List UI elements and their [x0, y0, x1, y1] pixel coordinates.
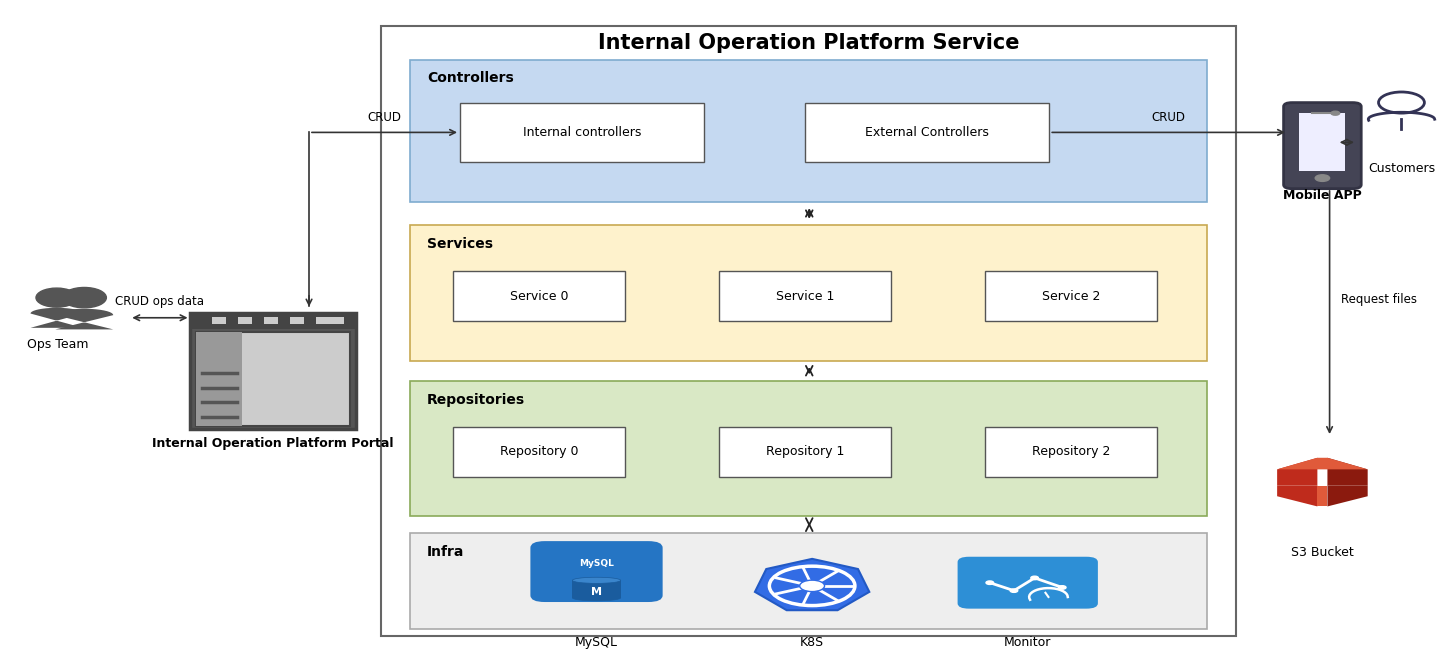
Text: M: M	[592, 587, 602, 597]
FancyBboxPatch shape	[330, 317, 345, 324]
Circle shape	[62, 287, 107, 308]
Text: MySQL: MySQL	[574, 636, 618, 649]
FancyBboxPatch shape	[264, 317, 278, 324]
Text: CRUD ops data: CRUD ops data	[115, 295, 205, 308]
Text: CRUD: CRUD	[368, 111, 401, 124]
Text: Service 2: Service 2	[1042, 290, 1100, 303]
Text: K8S: K8S	[799, 636, 824, 649]
Text: Internal controllers: Internal controllers	[522, 126, 641, 139]
Text: Service 1: Service 1	[776, 290, 834, 303]
Text: Services: Services	[427, 237, 494, 251]
FancyBboxPatch shape	[984, 427, 1157, 477]
Polygon shape	[1328, 458, 1368, 486]
Text: Request files: Request files	[1341, 293, 1417, 306]
FancyBboxPatch shape	[410, 533, 1208, 629]
Text: Ops Team: Ops Team	[27, 338, 88, 351]
Circle shape	[1315, 175, 1329, 181]
Text: Repository 1: Repository 1	[766, 446, 844, 458]
Ellipse shape	[573, 594, 620, 601]
FancyBboxPatch shape	[381, 26, 1237, 636]
FancyBboxPatch shape	[958, 557, 1098, 608]
Text: Repository 0: Repository 0	[499, 446, 579, 458]
Circle shape	[1059, 586, 1066, 589]
Polygon shape	[1317, 486, 1328, 506]
Text: Internal Operation Platform Service: Internal Operation Platform Service	[597, 33, 1019, 53]
Text: Infra: Infra	[427, 545, 465, 559]
FancyBboxPatch shape	[1284, 103, 1361, 189]
FancyBboxPatch shape	[719, 427, 892, 477]
FancyBboxPatch shape	[1299, 113, 1345, 171]
FancyBboxPatch shape	[196, 332, 351, 426]
FancyBboxPatch shape	[805, 103, 1049, 162]
FancyBboxPatch shape	[984, 271, 1157, 321]
Circle shape	[36, 288, 78, 307]
Text: CRUD: CRUD	[1152, 111, 1186, 124]
FancyBboxPatch shape	[190, 313, 356, 329]
FancyBboxPatch shape	[196, 332, 242, 426]
Text: MySQL: MySQL	[579, 559, 613, 568]
Polygon shape	[55, 308, 113, 330]
Circle shape	[986, 581, 994, 585]
Polygon shape	[1277, 458, 1317, 486]
Text: Repositories: Repositories	[427, 393, 525, 406]
FancyBboxPatch shape	[410, 60, 1208, 202]
Text: Controllers: Controllers	[427, 71, 514, 85]
FancyBboxPatch shape	[316, 317, 330, 324]
Circle shape	[1030, 576, 1039, 580]
FancyBboxPatch shape	[453, 427, 625, 477]
Text: External Controllers: External Controllers	[866, 126, 988, 139]
FancyBboxPatch shape	[453, 271, 625, 321]
FancyBboxPatch shape	[290, 317, 304, 324]
Ellipse shape	[573, 577, 620, 583]
FancyBboxPatch shape	[460, 103, 704, 162]
Circle shape	[1010, 589, 1017, 592]
FancyBboxPatch shape	[190, 313, 356, 429]
FancyBboxPatch shape	[531, 541, 662, 602]
Text: Monitor: Monitor	[1004, 636, 1052, 649]
Polygon shape	[1277, 486, 1317, 506]
Text: Customers: Customers	[1368, 162, 1434, 175]
FancyBboxPatch shape	[238, 317, 253, 324]
Text: Service 0: Service 0	[509, 290, 569, 303]
Circle shape	[1330, 111, 1339, 115]
Polygon shape	[30, 308, 82, 328]
FancyBboxPatch shape	[410, 381, 1208, 516]
FancyBboxPatch shape	[410, 225, 1208, 361]
Text: Mobile APP: Mobile APP	[1283, 189, 1362, 202]
FancyBboxPatch shape	[719, 271, 892, 321]
Polygon shape	[755, 559, 869, 610]
FancyBboxPatch shape	[212, 317, 227, 324]
Text: Internal Operation Platform Portal: Internal Operation Platform Portal	[153, 437, 394, 450]
Circle shape	[799, 580, 824, 592]
FancyBboxPatch shape	[573, 581, 620, 598]
Text: S3 Bucket: S3 Bucket	[1291, 546, 1354, 559]
Polygon shape	[1328, 486, 1368, 506]
Text: Repository 2: Repository 2	[1032, 446, 1110, 458]
Polygon shape	[1277, 458, 1368, 469]
